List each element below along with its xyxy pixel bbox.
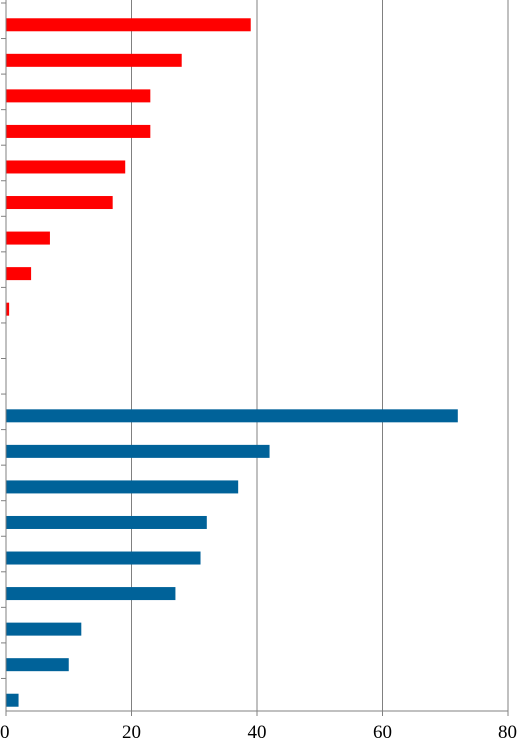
x-tick-label-2: 40	[248, 722, 267, 741]
bar-series1-3	[6, 89, 151, 103]
x-tick-labels: 0 20 40 60 80	[0, 722, 517, 741]
bar-series2-7	[6, 622, 82, 636]
bar-series2-3	[6, 480, 239, 494]
axes	[1, 0, 509, 716]
bar-series1-9	[6, 302, 10, 316]
x-tick-label-4: 80	[498, 722, 517, 741]
bar-series2-1	[6, 409, 458, 423]
bar-series1-7	[6, 231, 50, 245]
bar-series1-2	[6, 53, 182, 67]
bar-series2-5	[6, 551, 201, 565]
bar-series1-8	[6, 267, 32, 281]
x-tick-label-0: 0	[0, 722, 10, 741]
bar-series1-6	[6, 196, 113, 210]
bar-series1-1	[6, 18, 251, 32]
bar-series1-4	[6, 124, 151, 138]
bar-series1-5	[6, 160, 126, 174]
gridlines	[131, 0, 509, 711]
bar-series2-8	[6, 658, 69, 672]
x-tick-label-1: 20	[122, 722, 141, 741]
x-tick-label-3: 60	[373, 722, 392, 741]
bar-series2-9	[6, 693, 19, 707]
bar-series2-2	[6, 444, 270, 458]
bars	[6, 18, 458, 707]
bar-series2-6	[6, 587, 176, 601]
bar-series2-4	[6, 515, 207, 529]
